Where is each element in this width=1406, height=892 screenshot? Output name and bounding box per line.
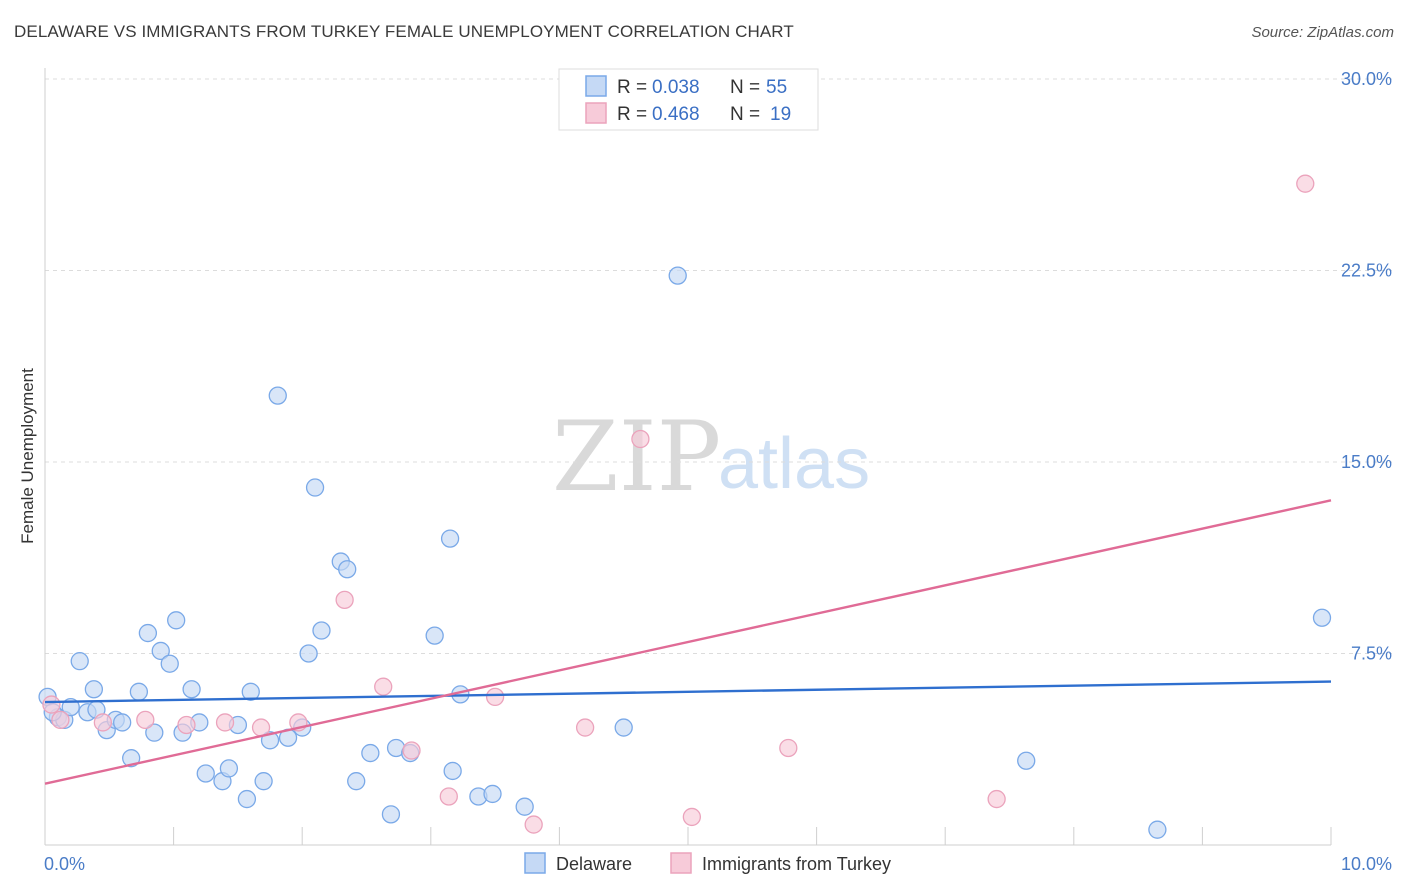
point-turkey-1 — [51, 710, 70, 730]
point-turkey-4 — [177, 715, 196, 735]
point-delaware-38 — [361, 743, 380, 763]
source-label: Source: ZipAtlas.com — [1251, 24, 1394, 41]
point-delaware-21 — [196, 764, 215, 783]
bottom-legend-label-turkey: Immigrants from Turkey — [702, 854, 891, 874]
point-delaware-36 — [338, 560, 357, 579]
point-delaware-29 — [268, 386, 287, 405]
point-turkey-18 — [987, 789, 1006, 809]
legend-r-label-turkey: R = — [617, 104, 647, 125]
point-delaware-52 — [1148, 820, 1167, 839]
x-tick-labels: 0.0% 10.0% — [44, 854, 1392, 874]
point-turkey-14 — [575, 718, 595, 737]
legend-n-value-turkey: 19 — [770, 104, 791, 125]
point-turkey-8 — [335, 590, 354, 610]
point-delaware-51 — [1017, 751, 1036, 770]
point-turkey-19 — [1296, 174, 1315, 193]
point-delaware-50 — [668, 266, 687, 285]
point-delaware-11 — [122, 749, 141, 768]
point-delaware-13 — [138, 623, 158, 643]
watermark-atlas: atlas — [718, 424, 870, 504]
point-turkey-2 — [93, 713, 113, 732]
point-delaware-32 — [299, 644, 318, 663]
grid-lines — [45, 78, 1392, 654]
point-delaware-14 — [145, 723, 164, 742]
point-turkey-13 — [524, 815, 543, 834]
point-turkey-5 — [215, 713, 235, 732]
watermark: ZIP atlas — [552, 401, 870, 513]
y-tick-label-1: 15.0% — [1341, 452, 1392, 472]
x-tick-label-max: 10.0% — [1341, 854, 1392, 874]
point-delaware-47 — [483, 784, 502, 804]
legend-swatch-delaware — [585, 75, 607, 97]
y-tick-labels: 7.5% 15.0% 22.5% 30.0% — [1341, 69, 1392, 664]
point-delaware-25 — [237, 789, 257, 809]
point-delaware-33 — [305, 478, 325, 497]
point-delaware-6 — [84, 680, 104, 699]
point-turkey-10 — [402, 741, 421, 760]
point-delaware-15 — [151, 641, 170, 661]
point-delaware-4 — [70, 652, 89, 671]
x-ticks — [44, 827, 1332, 845]
legend-r-value-turkey: 0.468 — [652, 104, 700, 125]
y-tick-label-2: 22.5% — [1341, 261, 1392, 281]
series-legend: Delaware Immigrants from Turkey — [524, 852, 891, 874]
point-delaware-48 — [515, 797, 534, 816]
legend-n-label-delaware: N = — [730, 77, 760, 98]
point-delaware-49 — [614, 718, 633, 737]
point-turkey-15 — [631, 429, 650, 449]
legend-r-label-delaware: R = — [617, 77, 647, 98]
legend-n-label-turkey: N = — [730, 104, 760, 125]
point-turkey-11 — [439, 787, 458, 806]
point-delaware-34 — [312, 621, 331, 640]
y-axis-label: Female Unemployment — [18, 368, 37, 544]
trend-lines — [44, 499, 1332, 785]
point-delaware-12 — [129, 682, 149, 701]
point-turkey-0 — [42, 695, 61, 714]
data-points — [38, 174, 1332, 839]
chart-title: DELAWARE VS IMMIGRANTS FROM TURKEY FEMAL… — [14, 22, 794, 41]
point-turkey-9 — [374, 677, 393, 696]
legend-r-value-delaware: 0.038 — [652, 77, 700, 98]
point-turkey-16 — [682, 807, 702, 827]
y-tick-label-0: 7.5% — [1351, 644, 1392, 664]
point-delaware-27 — [254, 772, 273, 791]
x-tick-label-min: 0.0% — [44, 854, 85, 874]
bottom-legend-swatch-delaware — [524, 852, 546, 874]
point-delaware-26 — [241, 682, 260, 701]
point-delaware-16 — [160, 654, 179, 673]
point-turkey-3 — [136, 710, 155, 730]
correlation-legend: R = 0.038 N = 55 R = 0.468 N = 19 — [558, 68, 819, 131]
point-delaware-43 — [440, 529, 460, 548]
bottom-legend-label-delaware: Delaware — [556, 854, 632, 874]
legend-swatch-turkey — [585, 102, 607, 124]
bottom-legend-swatch-turkey — [670, 852, 692, 874]
trend-line-turkey — [44, 499, 1332, 785]
y-tick-label-3: 30.0% — [1341, 69, 1392, 89]
trend-line-delaware — [44, 680, 1332, 704]
legend-n-value-delaware: 55 — [766, 77, 787, 98]
point-delaware-53 — [1312, 608, 1332, 627]
point-turkey-12 — [485, 687, 505, 707]
point-turkey-6 — [251, 718, 271, 737]
point-delaware-10 — [113, 713, 132, 732]
watermark-zip: ZIP — [552, 401, 721, 513]
point-delaware-37 — [347, 772, 366, 791]
point-delaware-44 — [443, 761, 462, 781]
point-delaware-17 — [167, 611, 186, 630]
point-turkey-17 — [779, 738, 798, 758]
point-delaware-19 — [182, 680, 201, 699]
point-delaware-39 — [381, 805, 401, 824]
point-delaware-23 — [219, 759, 239, 778]
point-delaware-42 — [425, 626, 444, 645]
